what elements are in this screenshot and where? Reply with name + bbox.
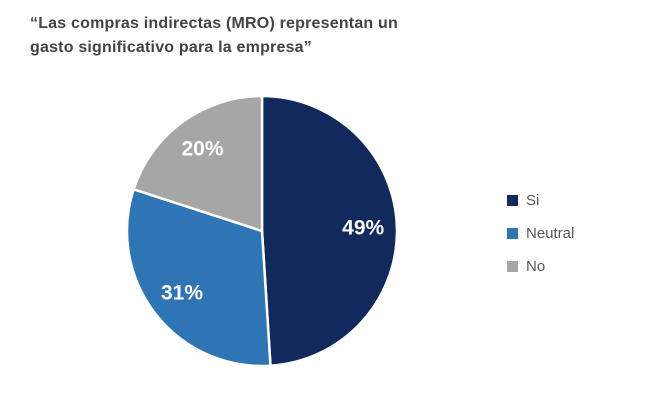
pie-slice-si: [260, 94, 399, 367]
legend: Si Neutral No: [507, 184, 574, 283]
legend-marker-si: [507, 195, 518, 206]
legend-label-si: Si: [526, 192, 540, 209]
legend-item-si: Si: [507, 184, 574, 217]
pie-slice-no: [132, 94, 264, 233]
legend-label-neutral: Neutral: [526, 225, 575, 242]
legend-item-neutral: Neutral: [507, 217, 574, 250]
chart-title-line-2: gasto significativo para la empresa”: [30, 39, 312, 56]
legend-item-no: No: [507, 250, 574, 283]
legend-marker-no: [507, 261, 518, 272]
pie-label-no: 20%: [181, 138, 223, 161]
pie-label-neutral: 31%: [161, 282, 203, 305]
legend-marker-neutral: [507, 228, 518, 239]
chart-title-line-1: “Las compras indirectas (MRO) representa…: [30, 15, 399, 32]
pie-slice-neutral: [125, 188, 272, 368]
chart-title: “Las compras indirectas (MRO) representa…: [30, 12, 398, 60]
legend-label-no: No: [526, 258, 546, 275]
pie-label-si: 49%: [342, 216, 384, 239]
